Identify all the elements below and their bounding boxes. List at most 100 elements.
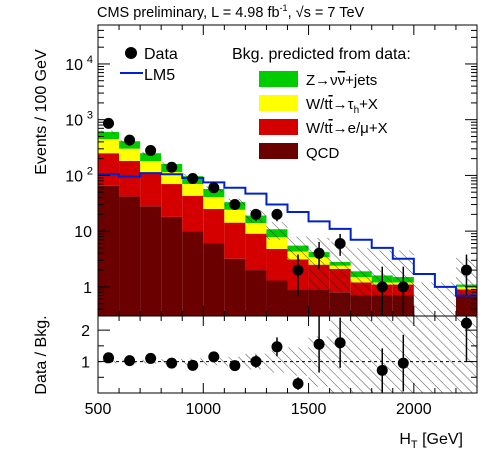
bar-qcd-bin-10 — [308, 289, 330, 316]
ratio-point-13 — [397, 357, 409, 369]
legend-qcd-swatch — [259, 143, 298, 159]
bar-wtt-tau-bin-0 — [98, 139, 120, 154]
bar-qcd-bin-0 — [98, 185, 120, 316]
uncertainty-hatch-bin-12 — [350, 248, 372, 316]
bar-znunu-bin-0 — [98, 132, 120, 140]
bar-wtt-lep-bin-7 — [245, 233, 267, 271]
bar-wtt-lep-bin-8 — [266, 248, 288, 281]
x-tick-label-1500: 1500 — [291, 401, 327, 418]
bar-qcd-bin-8 — [266, 280, 288, 316]
y-tick-label-bot-1: 1 — [81, 355, 90, 372]
data-point-0 — [103, 117, 115, 129]
bar-wtt-tau-bin-7 — [245, 222, 267, 234]
bar-qcd-bin-1 — [119, 196, 141, 316]
data-point-14 — [397, 281, 409, 293]
ratio-hatch-bin-12 — [350, 316, 372, 393]
legend-data-marker — [125, 47, 137, 59]
ratio-point-5 — [208, 351, 220, 363]
y-tick-label-exp-100: 2 — [87, 165, 93, 177]
bar-znunu-bin-2 — [140, 153, 162, 162]
bar-qcd-bin-5 — [203, 243, 225, 316]
bar-qcd-bin-4 — [182, 231, 204, 316]
y-tick-label-top-100: 10 — [65, 168, 83, 185]
ratio-point-9 — [292, 378, 304, 390]
bar-wtt-tau-bin-8 — [266, 237, 288, 249]
bar-qcd-bin-2 — [140, 206, 162, 316]
legend-znunu-label: Z→νν+jets — [306, 72, 377, 89]
bar-wtt-lep-bin-1 — [119, 160, 141, 197]
axes: 500 1000 1500 2000 1 10 10 2 10 3 10 4 1 2 — [65, 24, 478, 418]
uncertainty-hatch-bin-9 — [287, 236, 309, 261]
bar-qcd-bin-6 — [224, 258, 246, 316]
legend-wtt-lep-label: W/tt→e/μ+X — [306, 120, 388, 137]
y-tick-label-top-10000: 10 — [65, 57, 83, 74]
legend-data-label: Data — [144, 46, 178, 63]
y-axis-title-top: Events / 100 GeV — [33, 49, 50, 175]
legend-wtt-tau-label: W/tt→τh+X — [306, 96, 378, 116]
ratio-uncertainty-band — [98, 316, 477, 393]
x-tick-label-2000: 2000 — [396, 401, 432, 418]
y-tick-label-bot-2: 2 — [81, 323, 90, 340]
uncertainty-hatch-bin-15 — [413, 282, 435, 316]
bar-wtt-tau-bin-2 — [140, 161, 162, 174]
data-point-4 — [187, 173, 199, 185]
ratio-point-3 — [166, 357, 178, 369]
bar-qcd-bin-9 — [287, 289, 309, 316]
data-point-6 — [229, 199, 241, 211]
uncertainty-hatch-bin-8 — [266, 222, 288, 240]
ratio-point-10 — [313, 338, 325, 350]
ratio-point-8 — [271, 341, 283, 353]
bar-wtt-lep-bin-5 — [203, 208, 225, 244]
y-tick-label-top-1: 1 — [83, 280, 92, 297]
legend-wtt-lep-swatch — [259, 119, 298, 135]
legend-qcd-label: QCD — [306, 145, 340, 162]
ratio-point-0 — [103, 352, 115, 364]
data-point-11 — [334, 237, 346, 249]
x-axis-title: HT [GeV] — [399, 431, 463, 451]
data-point-8 — [271, 208, 283, 220]
legend-header: Bkg. predicted from data: — [232, 46, 411, 63]
lm5-step-line — [98, 172, 477, 297]
data-point-10 — [313, 247, 325, 259]
uncertainty-hatch-bin-11 — [329, 241, 351, 316]
data-point-7 — [250, 208, 262, 220]
y-tick-label-exp-1000: 3 — [87, 110, 93, 122]
bar-wtt-lep-bin-4 — [182, 195, 204, 232]
legend-znunu-swatch — [259, 71, 298, 87]
y-tick-label-top-10: 10 — [74, 224, 92, 241]
ratio-point-7 — [250, 356, 262, 368]
chart-title: CMS preliminary, L = 4.98 fb-1, √s = 7 T… — [97, 3, 365, 21]
data-point-13 — [376, 281, 388, 293]
legend: Data LM5 Bkg. predicted from data: Z→νν+… — [120, 46, 411, 162]
ratio-hatch-bin-16 — [434, 316, 456, 393]
bar-wtt-lep-bin-3 — [161, 184, 183, 217]
ratio-point-12 — [376, 364, 388, 376]
x-tick-label-500: 500 — [85, 401, 112, 418]
bar-wtt-tau-bin-4 — [182, 184, 204, 196]
ratio-point-14 — [460, 317, 472, 329]
data-point-9 — [292, 264, 304, 276]
y-tick-label-exp-10000: 4 — [87, 54, 93, 66]
ratio-hatch-bin-8 — [266, 350, 288, 373]
ratio-point-1 — [124, 355, 136, 367]
ratio-points — [98, 316, 477, 393]
sqrt-symbol: √s — [296, 5, 311, 21]
data-point-2 — [145, 144, 157, 156]
ratio-hatch-bin-15 — [413, 316, 435, 393]
bar-wtt-lep-bin-2 — [140, 173, 162, 207]
legend-wtt-tau-swatch — [259, 95, 298, 111]
bar-qcd-bin-3 — [161, 216, 183, 316]
bar-wtt-tau-bin-1 — [119, 148, 141, 161]
uncertainty-hatch-bin-16 — [434, 282, 456, 316]
ratio-point-6 — [229, 360, 241, 372]
ratio-point-4 — [187, 359, 199, 371]
bar-wtt-lep-bin-6 — [224, 222, 246, 259]
data-point-17 — [460, 264, 472, 276]
ratio-point-2 — [145, 352, 157, 364]
y-axis-title-bottom: Data / Bkg. — [33, 315, 50, 394]
bar-wtt-tau-bin-5 — [203, 196, 225, 209]
x-tick-label-1000: 1000 — [185, 401, 221, 418]
bar-qcd-bin-7 — [245, 270, 267, 316]
bar-wtt-tau-bin-6 — [224, 209, 246, 223]
